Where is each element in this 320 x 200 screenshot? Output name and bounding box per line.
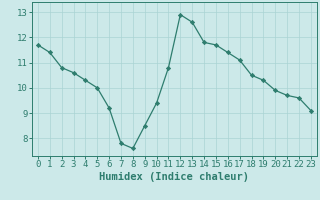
X-axis label: Humidex (Indice chaleur): Humidex (Indice chaleur): [100, 172, 249, 182]
